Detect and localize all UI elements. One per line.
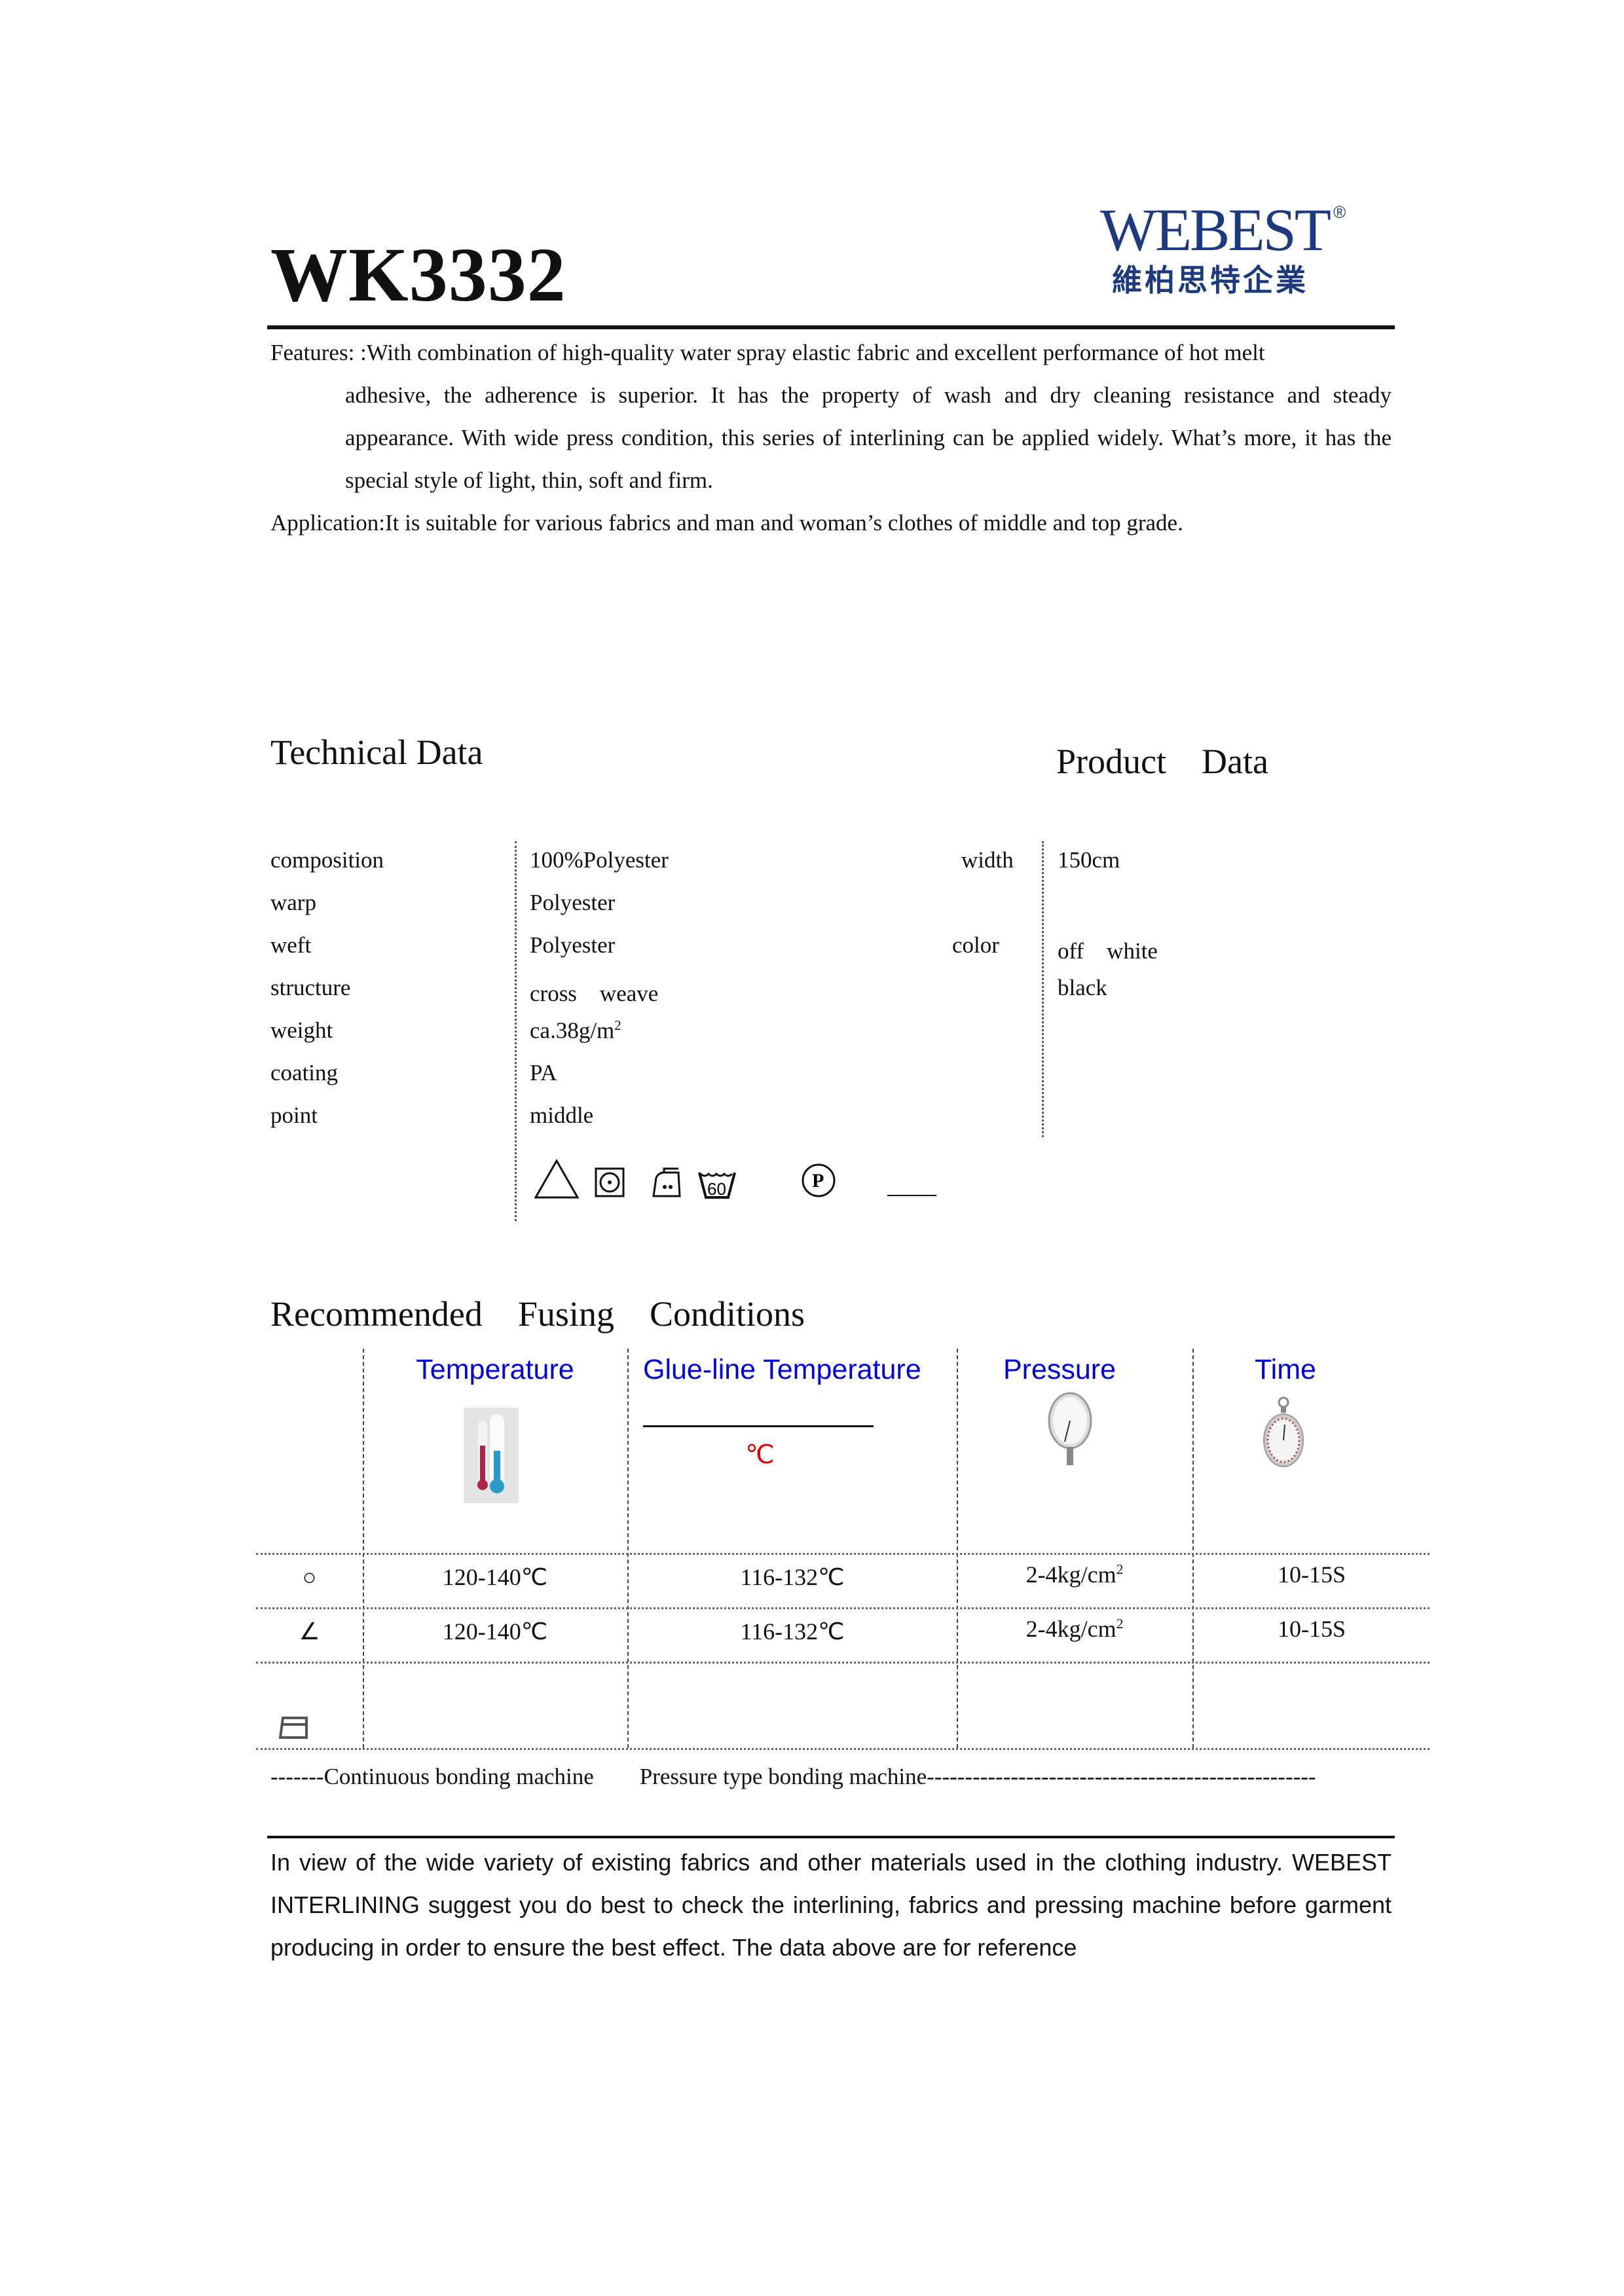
- tech-value-text: Polyester: [530, 932, 616, 958]
- color-value-1: off white: [1058, 938, 1158, 964]
- width-value: 150cm: [1058, 847, 1120, 873]
- tumble-dry-icon: [595, 1167, 625, 1197]
- bottom-rule: [267, 1836, 1395, 1838]
- glue-text: 116-132℃: [740, 1618, 845, 1645]
- tech-value: Polyester: [530, 932, 615, 958]
- symbol-text: ○: [302, 1564, 317, 1590]
- pressure-text: 2-4kg/cm: [1025, 1616, 1116, 1642]
- pressure-gauge-icon: [1048, 1392, 1092, 1465]
- col-divider: [1192, 1349, 1194, 1748]
- logo-chinese: 維柏思特企業: [1112, 263, 1308, 298]
- tech-value: PA: [530, 1060, 557, 1086]
- technical-data-heading: Technical Data: [270, 733, 483, 772]
- tech-value: Polyester: [530, 890, 615, 916]
- row-divider: [256, 1553, 1430, 1555]
- fusing-cell-symbol: ∠: [256, 1618, 363, 1645]
- divider: [515, 841, 517, 1221]
- features-text-rest: adhesive, the adherence is superior. It …: [345, 382, 1392, 493]
- pressure-text: 2-4kg/cm: [1025, 1561, 1116, 1588]
- superscript: 2: [614, 1017, 621, 1033]
- tech-value: ca.38g/m2: [530, 1017, 621, 1044]
- iron-icon: [652, 1167, 681, 1197]
- tech-label: warp: [270, 890, 316, 915]
- pressure-machine-icon: [278, 1717, 308, 1739]
- features-text: :With combination of high-quality water …: [360, 340, 1265, 365]
- tech-label: structure: [270, 975, 351, 1000]
- tech-value-text: cross weave: [530, 981, 659, 1006]
- temperature-text: 120-140℃: [442, 1564, 548, 1590]
- glue-text: 116-132℃: [740, 1564, 845, 1590]
- fusing-cell-temperature: 120-140℃: [364, 1563, 626, 1591]
- dry-clean-letter: P: [812, 1170, 824, 1192]
- product-code-title: WK3332: [270, 232, 566, 318]
- temperature-text: 120-140℃: [442, 1618, 548, 1645]
- superscript: 2: [1116, 1561, 1124, 1577]
- features-label: Features:: [270, 340, 355, 365]
- registered-mark: ®: [1333, 202, 1346, 222]
- tech-value-text: PA: [530, 1060, 557, 1085]
- fusing-cell-symbol: ○: [256, 1563, 363, 1591]
- tech-value-text: Polyester: [530, 890, 616, 915]
- col-header-pressure: Pressure: [1003, 1354, 1116, 1385]
- application-text: Application:It is suitable for various f…: [270, 510, 1183, 536]
- col-divider: [957, 1349, 958, 1748]
- logo-text: WEBEST: [1100, 196, 1331, 263]
- product-data-heading: Product Data: [1056, 742, 1268, 781]
- row-divider: [256, 1748, 1430, 1750]
- triangle-icon: [534, 1158, 580, 1199]
- fusing-cell-glue: 116-132℃: [629, 1618, 956, 1645]
- tech-value-text: ca.38g/m: [530, 1017, 615, 1044]
- tech-label: weight: [270, 1017, 333, 1043]
- features-paragraph: Features: :With combination of high-qual…: [270, 331, 1392, 501]
- fusing-cell-time: 10-15S: [1194, 1561, 1430, 1588]
- color-label: color: [952, 932, 999, 958]
- care-symbols: 60 P: [534, 1158, 936, 1199]
- fusing-cell-pressure: 2-4kg/cm2: [958, 1561, 1191, 1588]
- time-text: 10-15S: [1277, 1616, 1346, 1642]
- tech-value: cross weave: [530, 975, 658, 1008]
- tech-label: point: [270, 1102, 318, 1128]
- celsius-unit: ℃: [745, 1440, 775, 1469]
- top-rule: [267, 325, 1395, 329]
- webest-logo: WEBEST ® 維柏思特企業: [1100, 200, 1388, 298]
- col-header-glue-line: Glue-line Temperature: [643, 1354, 921, 1385]
- logo-wordmark: WEBEST ®: [1100, 200, 1346, 260]
- col-divider: [627, 1349, 629, 1748]
- fusing-cell-glue: 116-132℃: [629, 1563, 956, 1591]
- symbol-text: ∠: [299, 1618, 320, 1645]
- tech-value: middle: [530, 1102, 593, 1129]
- tech-label: coating: [270, 1060, 339, 1085]
- fusing-heading: Recommended Fusing Conditions: [270, 1294, 805, 1334]
- tech-label: weft: [270, 932, 312, 958]
- color-value-2: black: [1058, 975, 1107, 1000]
- machine-legend: -------Continuous bonding machine Pressu…: [270, 1764, 1316, 1789]
- wash-temp: 60: [707, 1179, 726, 1199]
- stopwatch-icon: [1263, 1396, 1304, 1467]
- glue-line-blank: [643, 1425, 874, 1427]
- row-divider: [256, 1662, 1430, 1664]
- thermometer-icon: [464, 1408, 519, 1503]
- superscript: 2: [1116, 1616, 1124, 1631]
- width-label: width: [961, 847, 1014, 873]
- tech-value-text: middle: [530, 1102, 594, 1128]
- col-divider: [363, 1349, 364, 1748]
- dry-clean-p-icon: P: [802, 1163, 836, 1197]
- description-block: Features: :With combination of high-qual…: [270, 331, 1392, 544]
- disclaimer-note: In view of the wide variety of existing …: [270, 1849, 1392, 1961]
- row-divider: [256, 1607, 1430, 1609]
- tech-value-text: 100%Polyester: [530, 847, 669, 873]
- tech-label: composition: [270, 847, 384, 873]
- time-text: 10-15S: [1277, 1561, 1346, 1588]
- col-header-temperature: Temperature: [416, 1354, 574, 1385]
- tech-value: 100%Polyester: [530, 847, 669, 873]
- fusing-cell-temperature: 120-140℃: [364, 1618, 626, 1645]
- fusing-cell-time: 10-15S: [1194, 1615, 1430, 1643]
- fusing-cell-pressure: 2-4kg/cm2: [958, 1615, 1191, 1643]
- col-header-time: Time: [1255, 1354, 1316, 1385]
- divider: [1042, 841, 1044, 1137]
- wash-60-icon: 60: [698, 1172, 736, 1199]
